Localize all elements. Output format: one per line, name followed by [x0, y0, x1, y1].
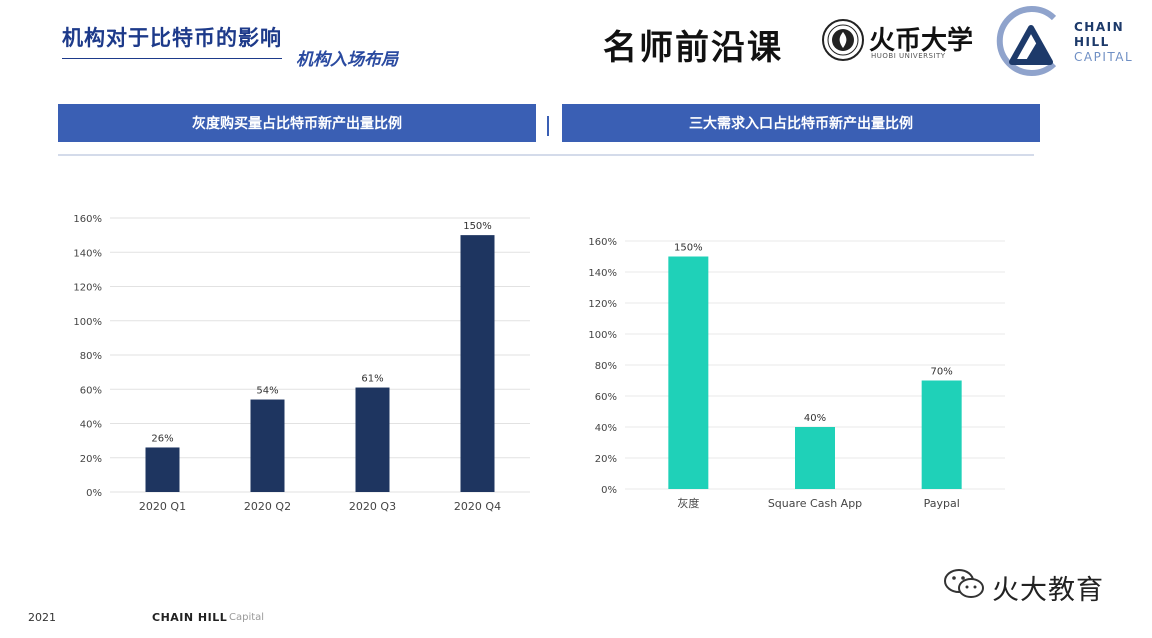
bar: [921, 380, 962, 489]
x-tick-label: 2020 Q2: [244, 500, 291, 513]
page-subtitle: 机构入场布局: [296, 50, 398, 70]
y-tick-label: 80%: [595, 361, 617, 372]
title-underline: [62, 58, 282, 59]
y-tick-label: 140%: [73, 248, 102, 259]
bar-value-label: 70%: [931, 367, 953, 378]
banner-divider: [547, 116, 549, 136]
bar-value-label: 61%: [361, 374, 383, 385]
banner-left: 灰度购买量占比特币新产出量比例: [58, 104, 536, 142]
y-tick-label: 60%: [80, 385, 102, 396]
y-tick-label: 140%: [588, 268, 617, 279]
y-tick-label: 120%: [588, 299, 617, 310]
logo-text-line-1: CHAIN: [1074, 20, 1125, 34]
university-english-name: HUOBI UNIVERSITY: [871, 52, 946, 60]
bar: [668, 256, 709, 489]
y-tick-label: 20%: [595, 454, 617, 465]
demand-entry-bar-chart: 0% 20% 40% 60% 80% 100% 120% 140% 160% 150% 灰度 40% S…: [588, 237, 1005, 510]
bar-value-label: 40%: [804, 413, 826, 424]
logo-text-line-2: HILL: [1074, 35, 1110, 49]
bar-value-label: 150%: [674, 243, 703, 254]
bar: [355, 387, 390, 492]
footer-brand-sub: Capital: [229, 612, 265, 623]
y-tick-label: 40%: [595, 423, 617, 434]
logo-text-line-3: CAPITAL: [1074, 50, 1134, 64]
x-tick-label: Square Cash App: [768, 497, 862, 510]
x-tick-label: 2020 Q1: [139, 500, 186, 513]
bar-value-label: 150%: [463, 221, 492, 232]
y-tick-label: 120%: [73, 283, 102, 294]
x-tick-label: 2020 Q4: [454, 500, 501, 513]
y-tick-label: 0%: [86, 488, 102, 499]
brand-title: 名师前沿课: [603, 28, 783, 68]
page-title: 机构对于比特币的影响: [62, 26, 282, 50]
wechat-icon: [944, 569, 984, 598]
bar: [145, 447, 180, 492]
bar: [795, 427, 835, 489]
y-tick-label: 160%: [588, 237, 617, 248]
y-tick-label: 40%: [80, 420, 102, 431]
university-name: 火币大学: [869, 26, 974, 56]
y-tick-label: 0%: [601, 485, 617, 496]
bar-value-label: 26%: [151, 433, 173, 444]
y-tick-label: 100%: [588, 330, 617, 341]
grayscale-bar-chart: 0% 20% 40% 60% 80% 100% 120% 140% 160% 26% 2020 Q1…: [73, 214, 530, 513]
footer-brand: CHAIN HILL: [152, 611, 228, 624]
bar-value-label: 54%: [256, 386, 278, 397]
bar: [460, 235, 495, 492]
y-tick-label: 60%: [595, 392, 617, 403]
x-tick-label: 2020 Q3: [349, 500, 396, 513]
chain-hill-logo-icon: [996, 6, 1057, 76]
section-divider: [58, 154, 1034, 156]
x-tick-label: Paypal: [924, 497, 960, 510]
y-tick-label: 160%: [73, 214, 102, 225]
y-tick-label: 100%: [73, 317, 102, 328]
x-tick-label: 灰度: [677, 496, 699, 510]
watermark-text: 火大教育: [992, 575, 1104, 606]
footer-year: 2021: [28, 611, 56, 624]
y-tick-label: 80%: [80, 351, 102, 362]
bar: [250, 399, 285, 492]
university-seal-icon: [822, 19, 864, 61]
y-tick-label: 20%: [80, 454, 102, 465]
banner-right: 三大需求入口占比特币新产出量比例: [562, 104, 1040, 142]
